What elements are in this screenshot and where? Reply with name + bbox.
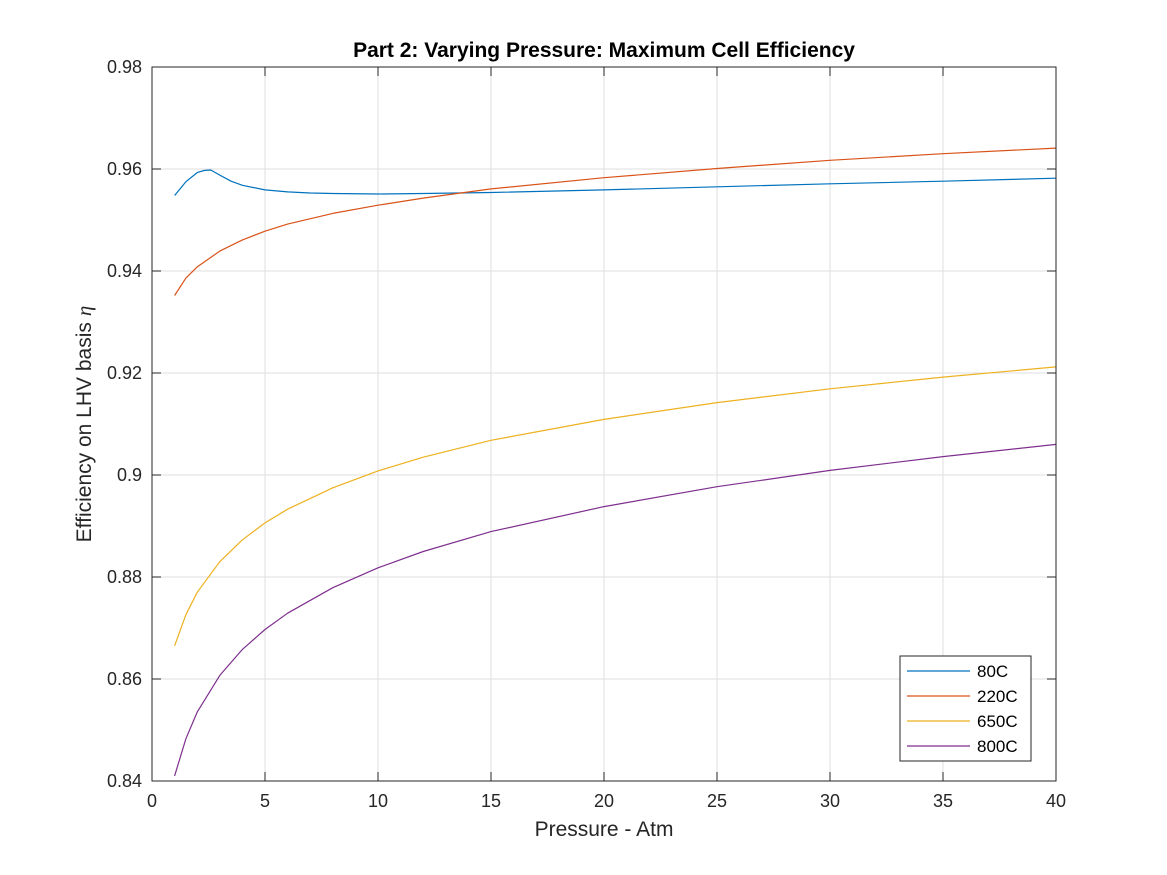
legend-box [899, 655, 1032, 762]
x-tick-labels: 0 5 10 15 20 25 30 35 40 [147, 791, 1066, 811]
x-tick-label: 40 [1046, 791, 1066, 811]
x-tick-label: 5 [260, 791, 270, 811]
y-axis-label: Efficiency on LHV basis η [72, 306, 96, 543]
legend-items: 80C 220C 650C 800C [907, 662, 1018, 756]
series-line-220c [174, 147, 1057, 296]
series-line-800c [174, 443, 1057, 777]
x-tick-label: 30 [820, 791, 840, 811]
series-line-80c [174, 169, 1057, 196]
y-tick-label: 0.84 [107, 771, 142, 791]
legend-label: 650C [977, 712, 1018, 731]
legend-label: 800C [977, 737, 1018, 756]
y-axis-label-symbol: η [72, 306, 96, 316]
series-line-650c [174, 366, 1057, 647]
legend-item-220c: 220C [907, 687, 1018, 706]
y-tick-label: 0.86 [107, 669, 142, 689]
y-axis-label-text: Efficiency on LHV basis [73, 322, 96, 542]
x-axis-label: Pressure - Atm [535, 818, 674, 841]
x-tick-label: 25 [707, 791, 727, 811]
x-tick-label: 10 [368, 791, 388, 811]
legend-item-80c: 80C [907, 662, 1008, 681]
y-tick-label: 0.98 [107, 57, 142, 77]
y-tick-labels: 0.84 0.86 0.88 0.9 0.92 0.94 0.96 0.98 [107, 57, 142, 791]
y-tick-label: 0.88 [107, 567, 142, 587]
x-tick-label: 35 [933, 791, 953, 811]
y-tick-label: 0.92 [107, 363, 142, 383]
x-tick-label: 15 [481, 791, 501, 811]
legend-item-800c: 800C [907, 737, 1018, 756]
y-tick-label: 0.94 [107, 261, 142, 281]
x-tick-label: 20 [594, 791, 614, 811]
y-tick-label: 0.9 [117, 465, 142, 485]
legend: 80C 220C 650C 800C [899, 655, 1032, 762]
series-lines [174, 147, 1057, 777]
legend-label: 220C [977, 687, 1018, 706]
y-tick-label: 0.96 [107, 159, 142, 179]
x-tick-label: 0 [147, 791, 157, 811]
chart-title: Part 2: Varying Pressure: Maximum Cell E… [353, 39, 855, 62]
axis-ticks [151, 66, 1057, 782]
legend-label: 80C [977, 662, 1008, 681]
legend-item-650c: 650C [907, 712, 1018, 731]
